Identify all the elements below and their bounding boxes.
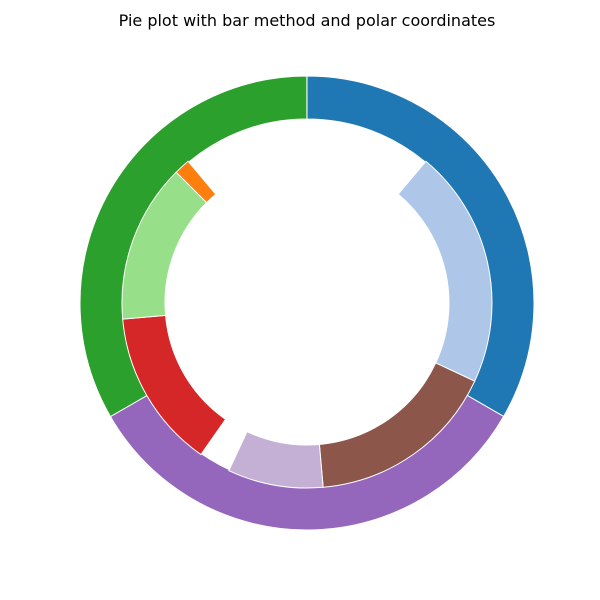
inner-ring-wedge-6 xyxy=(175,160,217,204)
inner-ring-wedge-3 xyxy=(228,431,324,489)
outer-ring-wedge-1 xyxy=(306,75,535,418)
outer-ring-wedge-3 xyxy=(79,75,308,418)
chart-title: Pie plot with bar method and polar coord… xyxy=(119,11,496,30)
inner-ring xyxy=(121,160,493,489)
